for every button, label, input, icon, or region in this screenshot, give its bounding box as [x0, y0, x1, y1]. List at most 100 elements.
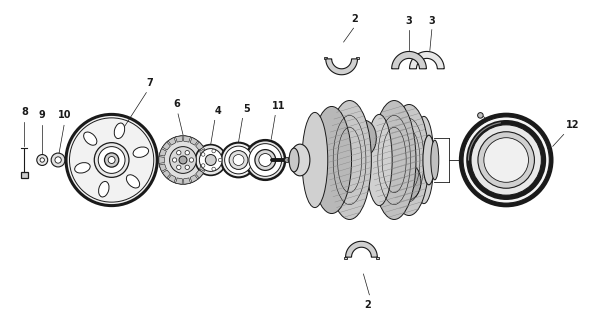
- Ellipse shape: [328, 100, 371, 220]
- Polygon shape: [163, 142, 170, 150]
- Text: 9: 9: [39, 110, 46, 120]
- Circle shape: [478, 132, 535, 188]
- Polygon shape: [195, 142, 204, 150]
- Text: 3: 3: [429, 16, 435, 26]
- Ellipse shape: [414, 116, 434, 204]
- Polygon shape: [175, 178, 182, 184]
- Text: 2: 2: [351, 14, 358, 24]
- Polygon shape: [326, 59, 358, 75]
- Circle shape: [288, 156, 296, 164]
- Text: 5: 5: [243, 104, 250, 114]
- Circle shape: [471, 125, 541, 195]
- Ellipse shape: [126, 175, 139, 188]
- Polygon shape: [175, 136, 182, 142]
- Polygon shape: [190, 138, 198, 145]
- Ellipse shape: [290, 144, 310, 176]
- Circle shape: [176, 165, 181, 170]
- Ellipse shape: [289, 148, 299, 172]
- Circle shape: [463, 117, 550, 203]
- Ellipse shape: [133, 147, 148, 157]
- Text: 3: 3: [406, 16, 412, 26]
- Polygon shape: [344, 257, 347, 259]
- Circle shape: [212, 149, 216, 153]
- Circle shape: [51, 153, 65, 167]
- Polygon shape: [168, 175, 176, 182]
- Circle shape: [55, 157, 61, 163]
- Polygon shape: [195, 170, 204, 178]
- Text: 6: 6: [173, 99, 181, 109]
- Circle shape: [37, 155, 48, 165]
- Polygon shape: [409, 52, 444, 69]
- Circle shape: [108, 156, 115, 164]
- Circle shape: [195, 145, 226, 175]
- Polygon shape: [324, 57, 327, 59]
- Text: 8: 8: [21, 108, 28, 117]
- Ellipse shape: [389, 105, 429, 215]
- Circle shape: [94, 143, 129, 177]
- Polygon shape: [163, 170, 170, 178]
- Circle shape: [229, 151, 248, 169]
- Ellipse shape: [83, 132, 97, 145]
- Circle shape: [221, 143, 256, 177]
- Polygon shape: [346, 241, 377, 257]
- Circle shape: [159, 136, 207, 184]
- Circle shape: [205, 155, 216, 165]
- Ellipse shape: [302, 112, 328, 208]
- Circle shape: [201, 164, 205, 167]
- Circle shape: [66, 114, 157, 206]
- Text: 13: 13: [488, 125, 501, 134]
- Circle shape: [225, 146, 252, 174]
- Polygon shape: [184, 178, 191, 184]
- Text: 2: 2: [364, 300, 371, 310]
- Circle shape: [179, 156, 187, 164]
- Ellipse shape: [74, 163, 90, 173]
- Circle shape: [259, 154, 272, 166]
- Circle shape: [477, 113, 483, 118]
- Ellipse shape: [312, 107, 352, 213]
- Polygon shape: [201, 156, 207, 164]
- Circle shape: [185, 150, 190, 155]
- Polygon shape: [200, 164, 207, 172]
- Ellipse shape: [397, 164, 421, 200]
- Circle shape: [190, 158, 194, 162]
- Polygon shape: [168, 138, 176, 145]
- Circle shape: [185, 165, 190, 170]
- Circle shape: [172, 158, 177, 162]
- Circle shape: [212, 167, 216, 171]
- Ellipse shape: [352, 120, 376, 156]
- Polygon shape: [184, 136, 191, 142]
- Polygon shape: [392, 52, 426, 69]
- Polygon shape: [356, 57, 359, 59]
- Circle shape: [104, 153, 119, 167]
- Text: 11: 11: [272, 101, 286, 111]
- Circle shape: [170, 147, 197, 173]
- Polygon shape: [159, 156, 164, 164]
- Text: 10: 10: [58, 110, 72, 120]
- Circle shape: [200, 148, 222, 172]
- Polygon shape: [21, 172, 28, 178]
- Circle shape: [201, 153, 205, 156]
- Circle shape: [218, 158, 222, 162]
- Polygon shape: [200, 148, 207, 156]
- Polygon shape: [159, 148, 166, 156]
- Circle shape: [246, 140, 285, 180]
- Circle shape: [461, 114, 552, 206]
- Circle shape: [467, 121, 545, 199]
- Polygon shape: [376, 257, 379, 259]
- Text: 7: 7: [146, 78, 153, 88]
- Ellipse shape: [423, 135, 435, 185]
- Circle shape: [233, 155, 244, 165]
- Ellipse shape: [367, 114, 392, 206]
- Text: 1: 1: [461, 165, 467, 175]
- Circle shape: [255, 149, 276, 171]
- Text: 4: 4: [215, 106, 221, 116]
- Circle shape: [285, 157, 290, 163]
- Ellipse shape: [98, 181, 109, 197]
- Ellipse shape: [372, 100, 416, 220]
- Ellipse shape: [114, 123, 125, 139]
- Text: 12: 12: [566, 120, 579, 131]
- Polygon shape: [159, 164, 166, 172]
- Polygon shape: [190, 175, 198, 182]
- Circle shape: [249, 144, 282, 176]
- Circle shape: [484, 138, 529, 182]
